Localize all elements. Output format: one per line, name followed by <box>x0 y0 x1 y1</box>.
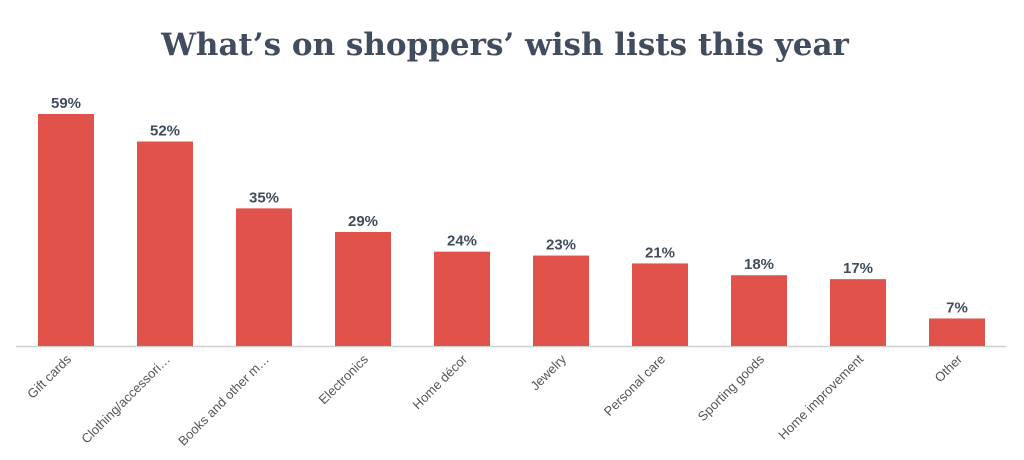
value-label: 18% <box>744 256 774 273</box>
value-label: 17% <box>843 260 873 277</box>
x-tick-label: Personal care <box>601 352 668 419</box>
value-label: 52% <box>150 123 180 140</box>
bar <box>533 255 589 346</box>
bar <box>335 231 391 346</box>
bar <box>38 114 94 346</box>
value-label: 23% <box>546 237 576 254</box>
x-tick-label: Clothing/accessori… <box>78 352 173 447</box>
bar <box>929 318 985 346</box>
bar <box>236 208 292 346</box>
bar <box>632 263 688 346</box>
x-tick-label: Electronics <box>316 351 372 407</box>
value-label: 7% <box>946 299 968 316</box>
value-label: 24% <box>447 233 477 250</box>
bar <box>434 251 490 346</box>
x-tick-label: Gift cards <box>24 351 74 401</box>
x-tick-label: Jewelry <box>527 351 569 393</box>
value-label: 21% <box>645 244 675 261</box>
value-label: 29% <box>348 213 378 230</box>
bar <box>830 279 886 346</box>
x-tick-label: Books and other m… <box>175 352 272 449</box>
x-tick-label: Other <box>932 351 966 385</box>
bar <box>137 141 193 346</box>
bar <box>731 275 787 346</box>
x-tick-label: Home décor <box>409 351 470 412</box>
x-tick-label: Sporting goods <box>695 351 768 424</box>
value-label: 35% <box>249 189 279 206</box>
chart-title: What’s on shoppers’ wish lists this year <box>160 27 849 63</box>
x-tick-label: Home improvement <box>775 351 866 442</box>
value-label: 59% <box>51 95 81 112</box>
